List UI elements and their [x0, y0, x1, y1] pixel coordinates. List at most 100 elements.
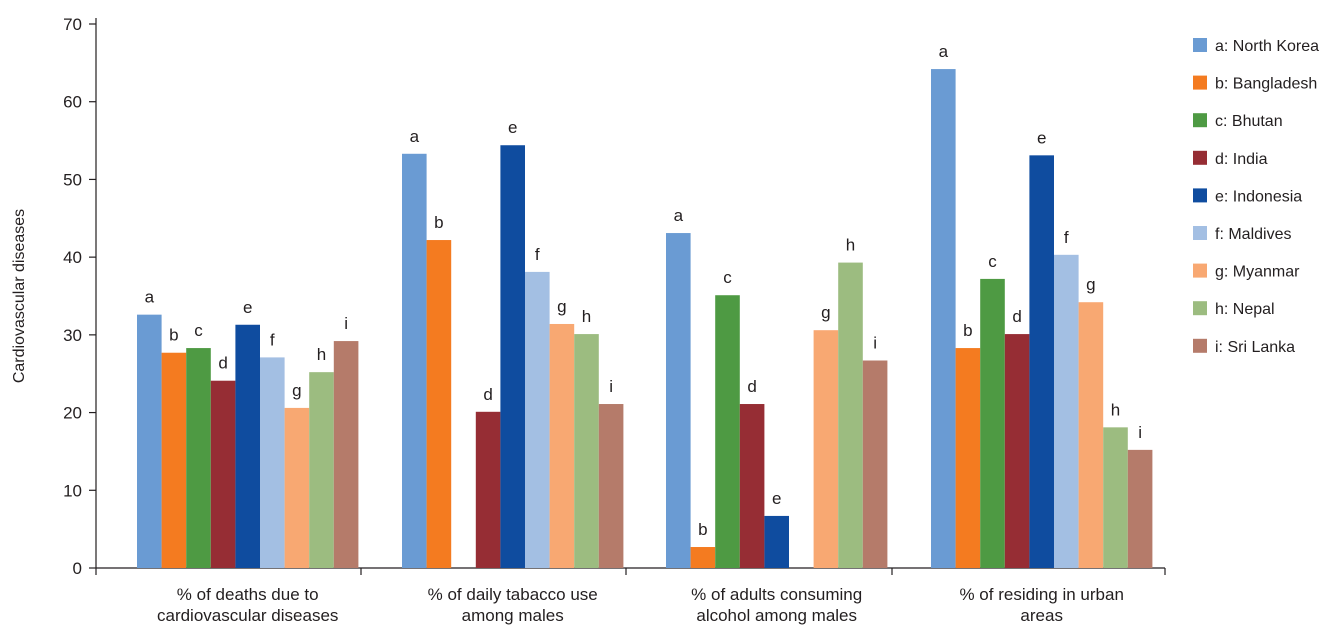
bar-label-i: i — [344, 314, 348, 333]
bar-a — [137, 314, 162, 568]
bar-label-a: a — [939, 42, 949, 61]
legend-entry-g: g: Myanmar — [1215, 264, 1300, 281]
bar-label-h: h — [1111, 400, 1120, 419]
bar-c — [186, 348, 211, 568]
bar-label-a: a — [410, 127, 420, 146]
bar-h — [309, 372, 334, 568]
bar-i — [333, 341, 359, 568]
bar-c — [715, 295, 740, 568]
y-tick-label: 70 — [63, 15, 82, 34]
bar-label-e: e — [508, 118, 517, 137]
bar-d — [1004, 334, 1030, 568]
bar-label-b: b — [434, 213, 443, 232]
bar-i — [1127, 449, 1153, 568]
bar-c — [980, 278, 1005, 568]
bar-label-h: h — [582, 307, 591, 326]
bar-label-f: f — [1064, 228, 1069, 247]
bar-b — [955, 348, 981, 568]
bar-label-c: c — [723, 268, 732, 287]
bar-label-a: a — [674, 206, 684, 225]
legend-swatch-g — [1193, 263, 1207, 278]
legend-entry-a: a: North Korea — [1215, 38, 1319, 55]
legend-swatch-b — [1193, 75, 1207, 90]
bar-i — [862, 360, 888, 568]
bar-a — [402, 153, 427, 569]
bar-f — [525, 271, 550, 568]
legend-swatch-d — [1193, 150, 1207, 165]
x-category-label: areas — [1020, 606, 1063, 625]
bar-h — [838, 262, 863, 568]
bar-label-e: e — [243, 298, 252, 317]
bar-label-a: a — [145, 288, 155, 307]
bar-b — [426, 240, 452, 568]
bar-label-f: f — [270, 330, 275, 349]
bar-label-d: d — [747, 377, 756, 396]
bar-label-b: b — [169, 326, 178, 345]
bar-b — [161, 352, 187, 568]
bar-label-i: i — [873, 334, 877, 353]
x-category-label: % of adults consuming — [691, 585, 862, 604]
x-category-label: cardiovascular diseases — [157, 606, 338, 625]
x-category-label: among males — [462, 606, 564, 625]
legend-entry-b: b: Bangladesh — [1215, 76, 1317, 93]
legend-entry-c: c: Bhutan — [1215, 113, 1283, 130]
legend-swatch-c — [1193, 113, 1207, 128]
bar-f — [260, 357, 285, 568]
axes: 0 10 20 30 40 50 60 70 Cardiovascular diseases % … — [11, 15, 1166, 625]
bar-d — [739, 404, 765, 568]
bar-b — [690, 547, 716, 568]
x-category-label: % of daily tabacco use — [428, 585, 598, 604]
legend-entry-h: h: Nepal — [1215, 301, 1275, 318]
y-axis-title: Cardiovascular diseases — [11, 209, 28, 383]
legend-entry-i: i: Sri Lanka — [1215, 339, 1295, 356]
bar-label-h: h — [846, 236, 855, 255]
bar-label-i: i — [1138, 423, 1142, 442]
bar-label-b: b — [698, 520, 707, 539]
bar-label-e: e — [1037, 128, 1046, 147]
x-category-label: % of residing in urban — [959, 585, 1123, 604]
legend-swatch-e — [1193, 188, 1207, 203]
bar-label-b: b — [963, 321, 972, 340]
legend: a: North Korea b: Bangladesh c: Bhutan d: I… — [1193, 38, 1319, 356]
bar-i — [598, 404, 624, 568]
y-tick-label: 60 — [63, 93, 82, 112]
bar-label-g: g — [557, 297, 566, 316]
bar-label-d: d — [1012, 307, 1021, 326]
bar-h — [1103, 427, 1128, 568]
y-tick-label: 30 — [63, 326, 82, 345]
legend-entry-d: d: India — [1215, 151, 1268, 168]
bar-label-g: g — [1086, 275, 1095, 294]
legend-swatch-f — [1193, 226, 1207, 240]
bar-e — [1029, 155, 1054, 568]
bar-label-c: c — [194, 321, 203, 340]
y-tick-label: 50 — [63, 170, 82, 189]
bar-label-i: i — [609, 377, 613, 396]
legend-entry-f: f: Maldives — [1215, 226, 1291, 243]
x-category-label: alcohol among males — [696, 606, 857, 625]
legend-swatch-h — [1193, 301, 1207, 316]
bar-g — [549, 323, 575, 568]
bar-a — [931, 69, 956, 569]
bar-label-f: f — [535, 245, 540, 264]
bar-e — [500, 145, 525, 568]
bar-d — [475, 411, 501, 568]
y-tick-label: 10 — [63, 481, 82, 500]
y-tick-label: 20 — [63, 404, 82, 423]
bar-g — [813, 330, 839, 568]
y-tick-label: 40 — [63, 248, 82, 267]
bars — [137, 69, 1153, 569]
bar-a — [666, 233, 691, 568]
bar-label-h: h — [317, 345, 326, 364]
legend-swatch-a — [1193, 38, 1207, 52]
bar-e — [235, 324, 260, 568]
bar-d — [210, 380, 236, 568]
bar-e — [764, 515, 789, 568]
bar-h — [574, 334, 599, 568]
bar-label-c: c — [988, 252, 997, 271]
legend-entry-e: e: Indonesia — [1215, 188, 1302, 205]
bar-label-d: d — [218, 354, 227, 373]
bar-g — [1078, 302, 1104, 568]
